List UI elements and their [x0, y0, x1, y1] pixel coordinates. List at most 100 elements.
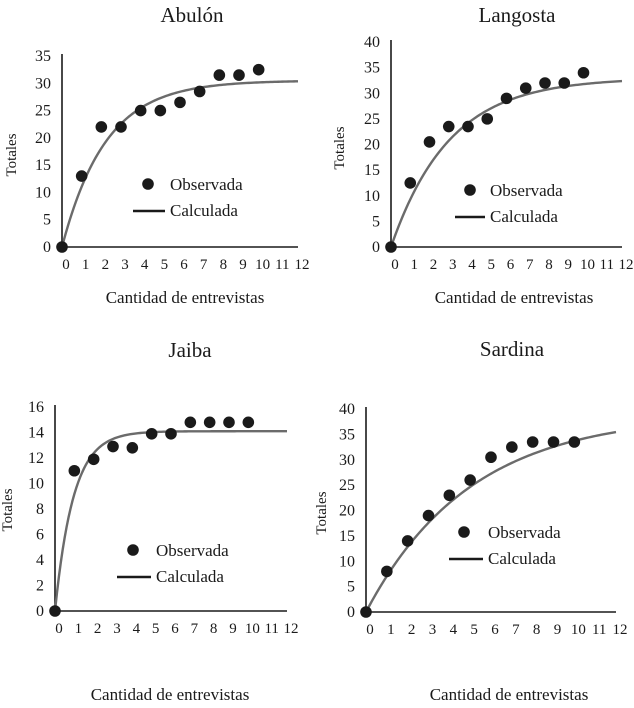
- y-tick-label: 8: [36, 501, 44, 518]
- x-tick-label: 4: [468, 257, 476, 273]
- x-axis-label: Cantidad de entrevistas: [106, 288, 265, 307]
- observed-point: [154, 104, 167, 117]
- x-tick-label: 1: [82, 257, 90, 273]
- legend-observed-label: Observada: [488, 523, 561, 542]
- observed-point: [481, 113, 494, 125]
- x-tick-label: 4: [450, 622, 458, 638]
- observed-point: [422, 509, 435, 522]
- y-tick-label: 0: [347, 604, 355, 621]
- y-tick-label: 35: [35, 48, 51, 65]
- y-tick-label: 0: [36, 603, 44, 620]
- x-tick-label: 9: [554, 622, 562, 638]
- observed-point: [360, 606, 372, 618]
- y-tick-label: 10: [364, 188, 380, 205]
- y-tick-label: 14: [28, 425, 44, 442]
- x-tick-label: 12: [284, 621, 299, 637]
- observed-point: [174, 96, 186, 109]
- y-tick-label: 20: [339, 503, 355, 520]
- observed-point: [75, 170, 88, 182]
- x-tick-label: 9: [229, 621, 237, 637]
- chart-sardina: Sardina Cantidad de entrevistas Totales 0 5 1…: [314, 337, 628, 704]
- y-tick-label: 6: [36, 527, 44, 544]
- observed-point: [233, 69, 245, 81]
- x-tick-label: 0: [62, 257, 70, 273]
- observed-point: [485, 451, 497, 464]
- observed-point: [385, 241, 397, 253]
- x-tick-label: 0: [55, 621, 63, 637]
- x-tick-label: 6: [171, 621, 179, 637]
- x-tick-label: 5: [161, 257, 169, 273]
- observed-point: [87, 453, 100, 466]
- x-tick-label: 2: [102, 257, 110, 273]
- observed-point: [539, 77, 551, 89]
- y-tick-label: 15: [339, 528, 355, 545]
- x-tick-label: 7: [191, 621, 199, 637]
- observed-point: [500, 92, 513, 105]
- chart-title: Sardina: [480, 337, 545, 361]
- x-tick-label: 7: [526, 257, 534, 273]
- observed-point: [519, 82, 532, 94]
- y-tick-label: 40: [364, 34, 380, 51]
- observed-point: [462, 120, 474, 133]
- y-tick-label: 30: [364, 85, 380, 102]
- x-tick-label: 4: [133, 621, 141, 637]
- x-axis-label: Cantidad de entrevistas: [435, 288, 594, 307]
- x-tick-label: 7: [512, 622, 520, 638]
- y-tick-label: 20: [35, 130, 51, 147]
- observed-point: [184, 416, 197, 429]
- chart-langosta: Langosta Cantidad de entrevistas Totales 0 5…: [332, 3, 634, 307]
- observed-point: [568, 436, 581, 448]
- x-tick-label: 0: [391, 257, 399, 273]
- observed-point: [443, 489, 456, 502]
- x-tick-label: 5: [470, 622, 478, 638]
- chart-jaiba: Jaiba Cantidad de entrevistas Totales 0 2 4 6 8…: [0, 338, 299, 704]
- observed-point: [115, 121, 127, 133]
- y-tick-label: 35: [339, 426, 355, 443]
- observed-point: [547, 436, 560, 448]
- legend-observed-marker: [127, 544, 139, 556]
- x-tick-label: 10: [580, 257, 595, 273]
- legend-observed-marker: [458, 526, 470, 538]
- y-tick-label: 30: [339, 452, 355, 469]
- legend-observed-marker: [142, 178, 154, 190]
- observed-point: [193, 85, 206, 98]
- x-tick-label: 12: [295, 257, 310, 273]
- y-tick-label: 10: [339, 553, 355, 570]
- y-tick-label: 12: [28, 450, 44, 467]
- x-tick-label: 3: [113, 621, 121, 637]
- legend-fitted-label: Calculada: [488, 549, 556, 568]
- x-tick-label: 9: [565, 257, 573, 273]
- x-tick-label: 11: [275, 257, 289, 273]
- y-tick-label: 20: [364, 137, 380, 154]
- observed-point: [145, 427, 158, 440]
- observed-point: [423, 136, 436, 148]
- x-tick-label: 8: [220, 257, 228, 273]
- chart-title: Jaiba: [168, 338, 212, 362]
- x-tick-label: 12: [613, 622, 628, 638]
- legend-observed-label: Observada: [170, 175, 243, 194]
- observed-point: [526, 436, 539, 448]
- x-tick-label: 0: [366, 622, 374, 638]
- x-tick-label: 2: [94, 621, 102, 637]
- observed-point: [464, 474, 476, 486]
- legend-observed-label: Observada: [490, 181, 563, 200]
- y-tick-label: 40: [339, 401, 355, 418]
- x-tick-label: 11: [592, 622, 606, 638]
- observed-point: [213, 69, 226, 81]
- observed-point: [401, 535, 414, 547]
- observed-point: [203, 416, 216, 429]
- y-axis-label: Totales: [314, 491, 330, 534]
- legend-observed-label: Observada: [156, 541, 229, 560]
- chart-title: Langosta: [479, 3, 557, 27]
- y-tick-label: 4: [36, 552, 44, 569]
- legend-fitted-label: Calculada: [156, 567, 224, 586]
- x-tick-label: 10: [255, 257, 270, 273]
- y-tick-label: 25: [35, 103, 51, 120]
- y-axis-label: Totales: [0, 488, 16, 531]
- y-tick-label: 15: [364, 162, 380, 179]
- observed-point: [381, 565, 393, 578]
- y-tick-label: 5: [43, 212, 51, 229]
- observed-point: [126, 442, 139, 454]
- x-tick-label: 4: [141, 257, 149, 273]
- x-tick-label: 10: [245, 621, 260, 637]
